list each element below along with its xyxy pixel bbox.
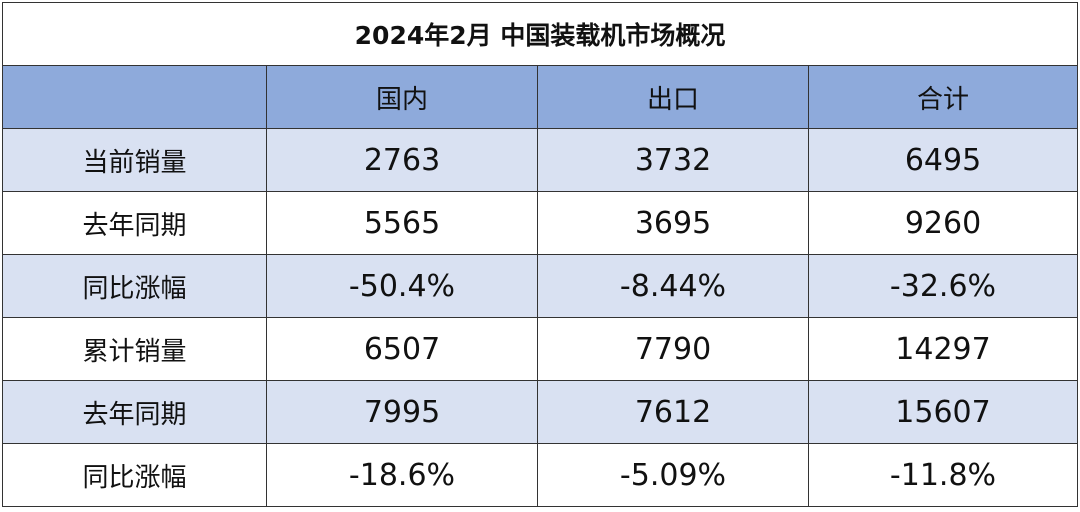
cell-export: 7612 <box>537 380 809 444</box>
table-row: 同比涨幅 -50.4% -8.44% -32.6% <box>2 254 1078 318</box>
row-label: 同比涨幅 <box>2 443 267 507</box>
header-export: 出口 <box>537 65 809 129</box>
cell-total: 9260 <box>808 191 1078 255</box>
table-row: 去年同期 7995 7612 15607 <box>2 380 1078 444</box>
cell-export: -8.44% <box>537 254 809 318</box>
cell-export: 3695 <box>537 191 809 255</box>
cell-total: 14297 <box>808 317 1078 381</box>
row-label: 去年同期 <box>2 191 267 255</box>
cell-domestic: -50.4% <box>266 254 538 318</box>
cell-export: -5.09% <box>537 443 809 507</box>
cell-total: -11.8% <box>808 443 1078 507</box>
row-label: 同比涨幅 <box>2 254 267 318</box>
header-row: 国内 出口 合计 <box>2 65 1078 129</box>
header-total: 合计 <box>808 65 1078 129</box>
table-row: 当前销量 2763 3732 6495 <box>2 128 1078 192</box>
cell-total: -32.6% <box>808 254 1078 318</box>
cell-domestic: 5565 <box>266 191 538 255</box>
cell-domestic: -18.6% <box>266 443 538 507</box>
cell-total: 15607 <box>808 380 1078 444</box>
cell-export: 7790 <box>537 317 809 381</box>
title-row: 2024年2月 中国装载机市场概况 <box>2 2 1078 66</box>
cell-domestic: 7995 <box>266 380 538 444</box>
cell-domestic: 6507 <box>266 317 538 381</box>
header-domestic: 国内 <box>266 65 538 129</box>
table-title: 2024年2月 中国装载机市场概况 <box>2 2 1078 66</box>
cell-domestic: 2763 <box>266 128 538 192</box>
row-label: 当前销量 <box>2 128 267 192</box>
cell-total: 6495 <box>808 128 1078 192</box>
row-label: 去年同期 <box>2 380 267 444</box>
header-corner-cell <box>2 65 267 129</box>
table-row: 去年同期 5565 3695 9260 <box>2 191 1078 255</box>
row-label: 累计销量 <box>2 317 267 381</box>
cell-export: 3732 <box>537 128 809 192</box>
table-row: 同比涨幅 -18.6% -5.09% -11.8% <box>2 443 1078 507</box>
table-row: 累计销量 6507 7790 14297 <box>2 317 1078 381</box>
